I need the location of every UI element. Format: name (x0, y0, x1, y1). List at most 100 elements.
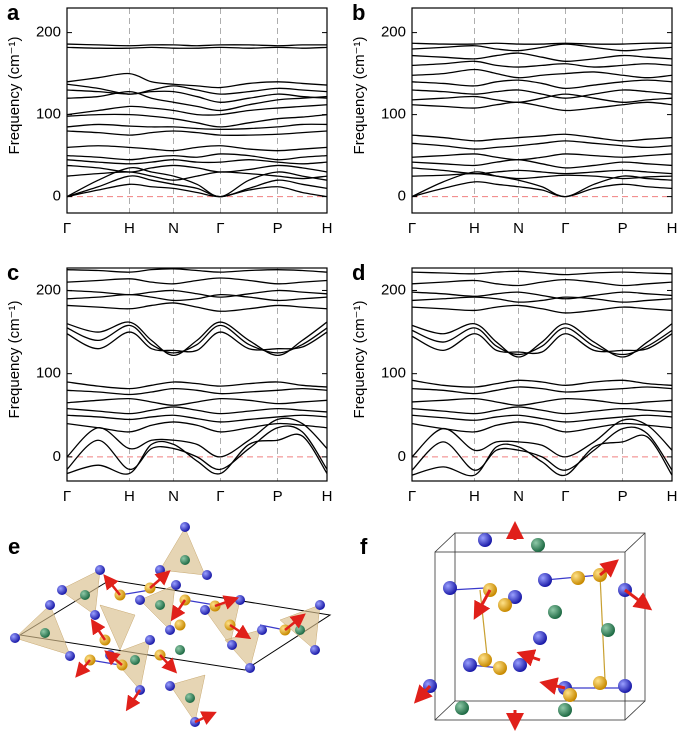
band-line (67, 113, 327, 128)
band-line (67, 104, 327, 116)
band-line (67, 90, 327, 112)
band-line (412, 418, 672, 458)
band-line (67, 397, 327, 406)
panel-label: c (7, 260, 19, 285)
band-line (67, 175, 327, 198)
y-tick-label: 0 (398, 188, 406, 205)
structure-e (10, 522, 332, 727)
band-line (412, 414, 672, 423)
x-tick-label: N (168, 220, 179, 237)
band-line (412, 323, 672, 358)
band-line (67, 321, 327, 357)
x-tick-label: P (273, 220, 283, 237)
band-line (412, 68, 672, 79)
band-line (412, 296, 672, 303)
band-line (67, 425, 327, 471)
y-axis-label: Frequency (cm⁻¹) (6, 37, 23, 155)
x-tick-label: Γ (561, 488, 569, 505)
band-line (412, 159, 672, 169)
band-line (412, 426, 672, 471)
x-tick-label: H (667, 488, 678, 505)
band-line (412, 434, 672, 477)
x-tick-label: Γ (408, 220, 416, 237)
band-line (67, 159, 327, 165)
y-tick-label: 0 (53, 188, 61, 205)
y-tick-label: 100 (381, 106, 406, 123)
x-tick-label: Γ (408, 488, 416, 505)
y-tick-label: 200 (36, 281, 61, 298)
x-tick-label: H (322, 488, 333, 505)
x-tick-label: H (124, 488, 135, 505)
x-tick-label: H (124, 220, 135, 237)
band-line (67, 277, 327, 285)
x-tick-label: Γ (561, 220, 569, 237)
band-line (67, 145, 327, 152)
x-tick-label: N (513, 488, 524, 505)
y-axis-label: Frequency (cm⁻¹) (351, 37, 368, 155)
band-line (412, 379, 672, 388)
x-tick-label: Γ (63, 488, 71, 505)
band-line (67, 414, 327, 423)
band-line (412, 278, 672, 287)
panel-label: a (7, 0, 20, 25)
y-tick-label: 100 (36, 365, 61, 382)
y-tick-label: 0 (53, 448, 61, 465)
y-tick-label: 100 (36, 106, 61, 123)
x-tick-label: H (469, 220, 480, 237)
y-tick-label: 100 (381, 365, 406, 382)
band-line (67, 324, 327, 354)
band-line (412, 79, 672, 90)
x-tick-label: Γ (63, 220, 71, 237)
x-tick-label: H (322, 220, 333, 237)
band-line (412, 133, 672, 142)
band-line (67, 331, 327, 353)
band-line (67, 89, 327, 103)
x-tick-label: P (618, 220, 628, 237)
band-line (67, 387, 327, 396)
panel-label: f (360, 534, 368, 559)
band-line (67, 153, 327, 161)
plot-frame (66, 7, 328, 214)
y-tick-label: 0 (398, 448, 406, 465)
band-line (67, 417, 327, 458)
band-line (412, 43, 672, 52)
band-line (67, 381, 327, 390)
band-line (412, 171, 672, 198)
band-line (412, 93, 672, 103)
band-line (412, 304, 672, 314)
x-tick-label: Γ (216, 488, 224, 505)
band-line (67, 46, 327, 49)
band-line (67, 123, 327, 131)
band-line (412, 42, 672, 45)
band-line (412, 333, 672, 355)
x-tick-label: N (168, 488, 179, 505)
band-line (67, 268, 327, 273)
x-tick-label: P (618, 488, 628, 505)
x-tick-label: N (513, 220, 524, 237)
band-line (67, 421, 327, 433)
structure-f (413, 521, 653, 731)
y-tick-label: 200 (381, 281, 406, 298)
x-tick-label: H (469, 488, 480, 505)
band-line (412, 101, 672, 112)
x-tick-label: H (667, 220, 678, 237)
band-line (412, 140, 672, 150)
x-tick-label: Γ (216, 220, 224, 237)
band-line (67, 43, 327, 47)
band-line (67, 289, 327, 298)
band-line (412, 167, 672, 175)
band-line (412, 89, 672, 99)
band-line (412, 52, 672, 62)
y-axis-label: Frequency (cm⁻¹) (351, 301, 368, 419)
band-line (412, 406, 672, 415)
band-line (412, 60, 672, 68)
band-line (67, 183, 327, 198)
plot-frame (66, 267, 328, 482)
band-line (67, 302, 327, 312)
x-tick-label: P (273, 488, 283, 505)
panel-label: d (352, 260, 365, 285)
panel-label: e (8, 534, 20, 559)
